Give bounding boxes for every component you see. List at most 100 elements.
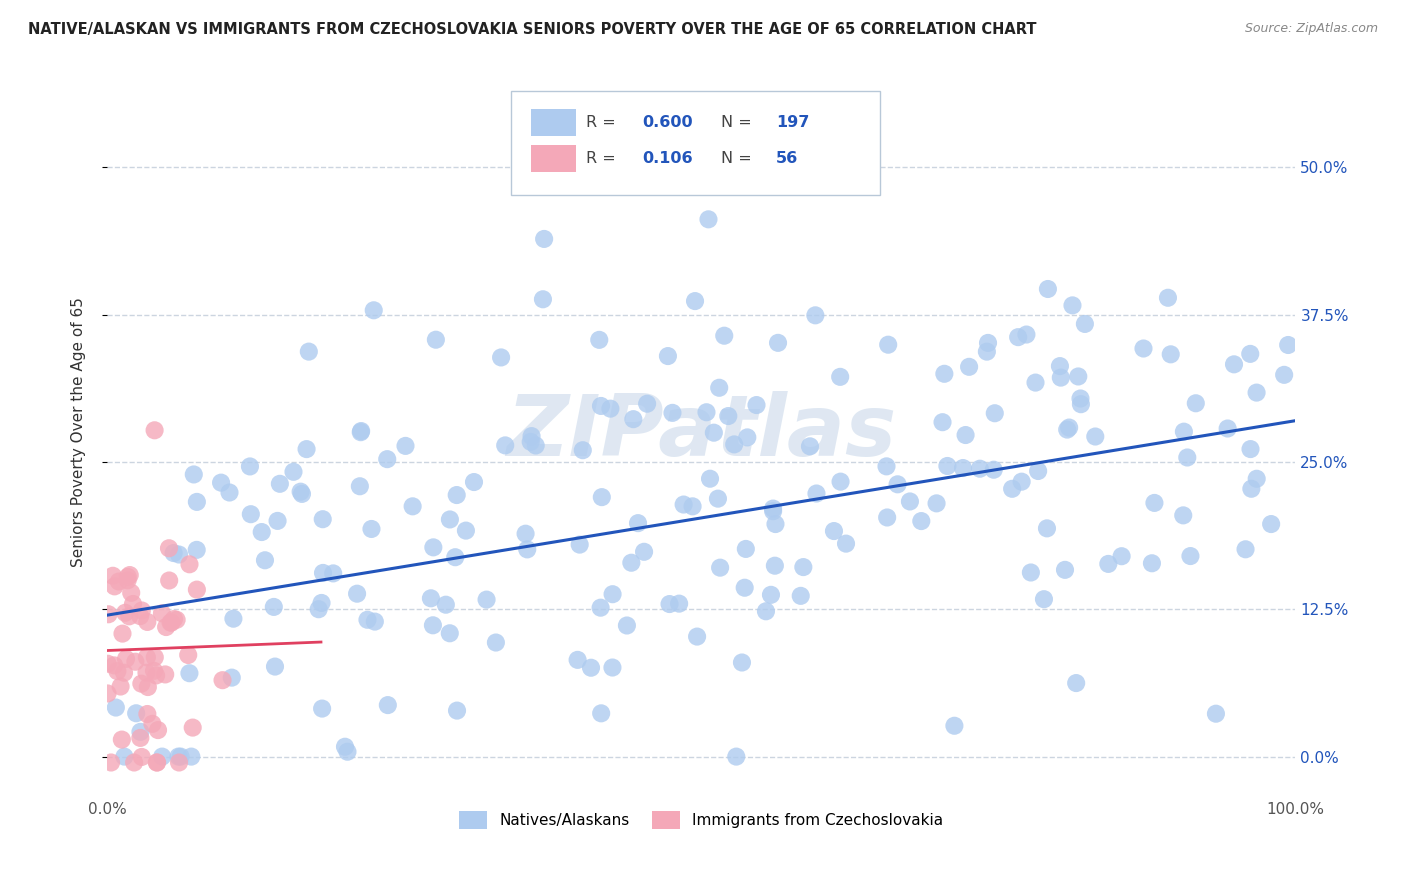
Point (1001, 482, 1024, 496)
Point (1260, 517, 1282, 532)
Point (177, 648, 200, 662)
Point (118, 609, 141, 624)
Point (703, 425, 725, 440)
Point (983, 463, 1005, 477)
Point (762, 501, 785, 516)
Point (146, 756, 169, 770)
Text: Source: ZipAtlas.com: Source: ZipAtlas.com (1244, 22, 1378, 36)
Point (131, 603, 153, 617)
Point (167, 548, 190, 562)
Point (269, 476, 291, 491)
Point (957, 359, 980, 374)
Point (616, 618, 638, 632)
Point (97, 607, 120, 622)
Point (589, 399, 612, 413)
Point (699, 472, 721, 486)
Point (686, 630, 709, 644)
Point (155, 667, 177, 681)
Point (1036, 521, 1059, 535)
Point (312, 512, 335, 526)
Point (253, 553, 276, 567)
Point (1173, 508, 1195, 523)
Point (1097, 557, 1119, 571)
Text: N =: N = (721, 115, 758, 130)
Point (135, 665, 157, 680)
Point (108, 574, 131, 589)
Point (1015, 327, 1038, 342)
Point (1074, 317, 1097, 331)
Point (1246, 385, 1268, 400)
Point (620, 556, 643, 570)
Point (295, 442, 318, 456)
Point (759, 588, 782, 602)
Point (799, 439, 821, 453)
Point (755, 604, 778, 618)
FancyBboxPatch shape (531, 145, 576, 172)
Point (312, 566, 335, 580)
Point (1070, 397, 1092, 411)
Point (97, 686, 120, 700)
Point (1239, 442, 1261, 456)
Point (101, 568, 124, 582)
Point (97, 657, 120, 671)
Point (636, 397, 658, 411)
Point (602, 660, 624, 674)
Point (298, 344, 321, 359)
Point (112, 749, 135, 764)
Point (955, 428, 977, 442)
Point (115, 652, 138, 666)
Point (222, 612, 245, 626)
Point (599, 401, 621, 416)
Point (661, 406, 683, 420)
Text: N =: N = (721, 151, 758, 166)
Point (250, 524, 273, 539)
Point (572, 443, 595, 458)
Point (401, 500, 423, 514)
Point (766, 335, 789, 350)
Point (984, 406, 1007, 420)
Point (439, 512, 461, 526)
Point (830, 475, 852, 489)
Point (976, 344, 998, 359)
Point (1205, 706, 1227, 721)
Point (311, 596, 333, 610)
Point (183, 467, 205, 482)
Point (494, 438, 516, 452)
Point (792, 560, 814, 574)
Point (1184, 396, 1206, 410)
Point (118, 568, 141, 582)
Point (1053, 563, 1076, 577)
Point (1240, 482, 1263, 496)
Point (129, 731, 152, 745)
Point (422, 541, 444, 555)
Point (762, 504, 785, 518)
Point (910, 514, 932, 528)
Y-axis label: Seniors Poverty Over the Age of 65: Seniors Poverty Over the Age of 65 (72, 298, 86, 567)
Point (105, 664, 128, 678)
Point (146, 723, 169, 737)
Point (591, 706, 613, 721)
Point (419, 591, 441, 606)
Point (806, 486, 828, 500)
Point (877, 337, 900, 351)
Point (519, 434, 541, 449)
Point (349, 479, 371, 493)
Point (143, 423, 166, 437)
Point (707, 491, 730, 506)
Point (263, 599, 285, 614)
Point (446, 488, 468, 502)
Text: NATIVE/ALASKAN VS IMMIGRANTS FROM CZECHOSLOVAKIA SENIORS POVERTY OVER THE AGE OF: NATIVE/ALASKAN VS IMMIGRANTS FROM CZECHO… (28, 22, 1036, 37)
Point (709, 560, 731, 574)
Point (657, 349, 679, 363)
Point (446, 704, 468, 718)
Point (180, 749, 202, 764)
Point (146, 756, 169, 770)
Point (520, 429, 543, 443)
Point (179, 666, 201, 681)
Point (434, 598, 457, 612)
Point (1069, 392, 1091, 406)
Point (145, 668, 167, 682)
Point (695, 405, 717, 419)
Point (745, 398, 768, 412)
Point (166, 613, 188, 627)
